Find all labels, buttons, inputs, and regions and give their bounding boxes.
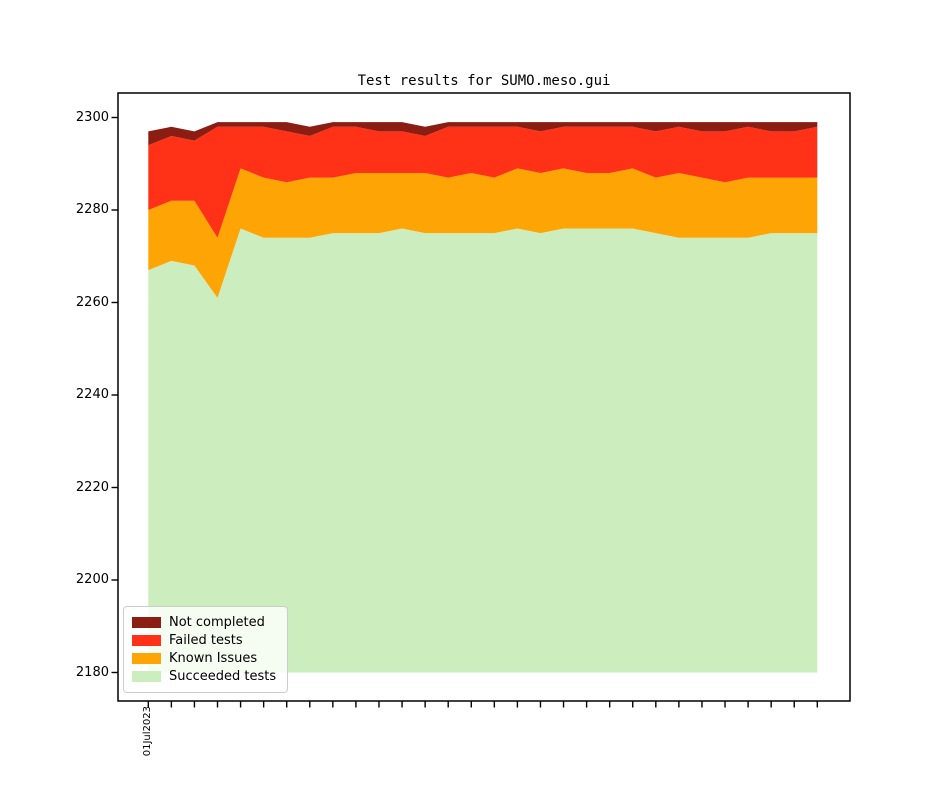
axes-frame xyxy=(117,92,851,702)
y-tick-label: 2300 xyxy=(75,109,109,125)
y-tick-label: 2260 xyxy=(75,294,109,310)
legend-item: Not completed xyxy=(132,613,279,631)
legend-label: Failed tests xyxy=(169,632,243,648)
known-issues-swatch-icon xyxy=(132,653,161,665)
area-band-succeeded-tests xyxy=(148,228,818,673)
chart-title: Test results for SUMO.meso.gui xyxy=(357,73,611,89)
y-tick-label: 2200 xyxy=(75,572,109,587)
area-band-known-issues xyxy=(148,168,818,298)
legend-item: Succeeded tests xyxy=(132,668,279,686)
legend-label: Known Issues xyxy=(169,651,258,667)
legend-label: Not completed xyxy=(169,614,265,630)
legend: Not completed Failed tests Known Issues … xyxy=(123,606,288,693)
legend-item: Known Issues xyxy=(132,650,279,668)
legend-item: Failed tests xyxy=(132,631,279,649)
y-tick-label: 2240 xyxy=(75,387,109,402)
succeeded-tests-swatch-icon xyxy=(132,671,161,683)
area-band-failed-tests xyxy=(148,126,818,238)
not-completed-swatch-icon xyxy=(132,616,161,628)
area-band-not-completed xyxy=(148,122,818,146)
failed-tests-swatch-icon xyxy=(132,634,161,646)
y-tick-label: 2280 xyxy=(75,202,109,217)
x-tick-label: 01Jul2023 xyxy=(142,706,153,757)
y-tick-label: 2220 xyxy=(75,479,109,495)
legend-label: Succeeded tests xyxy=(169,669,277,685)
y-tick-label: 2180 xyxy=(75,664,109,680)
